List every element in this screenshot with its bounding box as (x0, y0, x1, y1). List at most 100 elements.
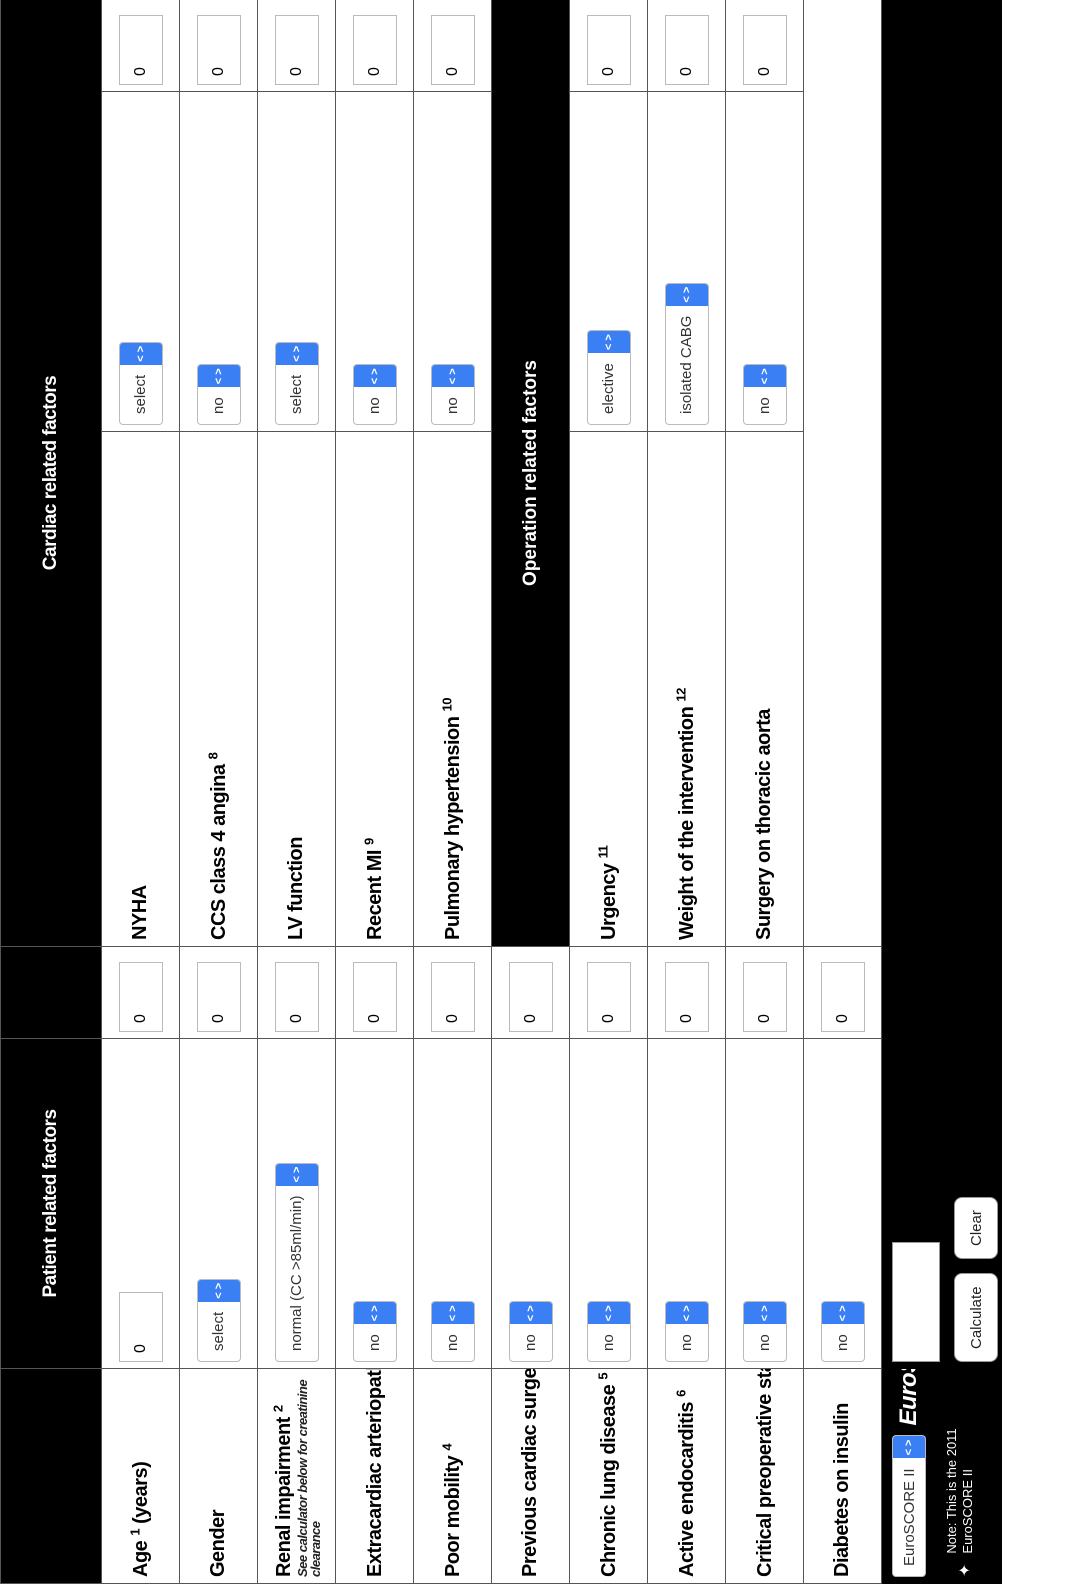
patient-score-cell: 0 (335, 946, 414, 1039)
cardiac-factor-select[interactable]: no < > (430, 364, 475, 425)
patient-control-cell: no < > (413, 1038, 492, 1369)
operation-control-cell: elective < > (569, 91, 648, 432)
select-arrows-icon: < > (197, 1279, 240, 1302)
footnote-ref: 8 (205, 752, 221, 760)
age-input[interactable]: 0 (118, 1292, 163, 1362)
select-value: no (756, 397, 773, 414)
operation-factor-label: Urgency 11 (595, 845, 621, 940)
cardiac-label-cell: Pulmonary hypertension 10 (413, 431, 492, 947)
patient-score-cell: 0 (803, 946, 882, 1039)
patient-factor-label: Renal impairment 2 See calculator below f… (270, 1375, 323, 1577)
operation-score-field[interactable]: 0 (742, 15, 787, 85)
patient-factor-select[interactable]: no < > (664, 1301, 709, 1362)
patient-factor-select[interactable]: no < > (586, 1301, 631, 1362)
operation-factor-label: Surgery on thoracic aorta (753, 709, 775, 940)
table-row: Chronic lung disease 5 no < > 0 Urgency 11 el… (569, 0, 648, 1584)
patient-label-cell: Extracardiac arteriopathy 3 (335, 1368, 414, 1584)
select-value: isolated CABG (678, 315, 695, 414)
cardiac-control-cell: no < > (413, 91, 492, 432)
patient-factor-select[interactable]: no < > (352, 1301, 397, 1362)
footer-actions-cell: 0 Calculate Clear (881, 946, 1002, 1369)
patient-score-field[interactable]: 0 (196, 962, 241, 1032)
cardiac-score-field[interactable]: 0 (352, 15, 397, 85)
operation-control-cell: no < > (725, 91, 804, 432)
operation-label-cell: Surgery on thoracic aorta (725, 431, 804, 947)
patient-score-field[interactable]: 0 (508, 962, 553, 1032)
operation-score-cell: 0 (725, 0, 804, 92)
cardiac-score-cell: 0 (179, 0, 258, 92)
patient-score-field[interactable]: 0 (664, 962, 709, 1032)
select-value: no (834, 1334, 851, 1351)
cardiac-score-field[interactable]: 0 (274, 15, 319, 85)
empty-cell (803, 0, 882, 947)
table-row: Previous cardiac surgery no < > 0 Operation … (491, 0, 570, 1584)
footnote-ref: 5 (595, 1372, 611, 1380)
version-select[interactable]: EuroSCORE II < > (892, 1435, 926, 1577)
select-value: no (600, 1334, 617, 1351)
operation-factor-select[interactable]: no < > (742, 364, 787, 425)
cardiac-factor-label: LV function (285, 837, 307, 940)
table-row: Extracardiac arteriopathy 3 no < > 0 Recent … (335, 0, 414, 1584)
patient-factor-select[interactable]: select < > (196, 1278, 241, 1362)
patient-score-field[interactable]: 0 (820, 962, 865, 1032)
cardiac-factor-select[interactable]: no < > (196, 364, 241, 425)
cardiac-score-field[interactable]: 0 (118, 15, 163, 85)
operation-score-cell: 0 (569, 0, 648, 92)
patient-score-cell: 0 (413, 946, 492, 1039)
select-arrows-icon: < > (587, 331, 630, 354)
footer-empty-cell (881, 0, 1002, 947)
table-row: Diabetes on insulin no < > 0 (803, 0, 882, 1584)
patient-label-cell: Renal impairment 2 See calculator below f… (257, 1368, 336, 1584)
operation-control-cell: isolated CABG < > (647, 91, 726, 432)
patient-factor-select[interactable]: normal (CC >85ml/min) < > (274, 1162, 319, 1362)
patient-factor-select[interactable]: no < > (508, 1301, 553, 1362)
patient-control-cell: normal (CC >85ml/min) < > (257, 1038, 336, 1369)
patient-score-cell: 0 (647, 946, 726, 1039)
footnote-ref: 11 (595, 845, 611, 859)
clear-button[interactable]: Clear (954, 1197, 998, 1259)
patient-control-cell: no < > (335, 1038, 414, 1369)
patient-factor-select[interactable]: no < > (820, 1301, 865, 1362)
cardiac-score-field[interactable]: 0 (430, 15, 475, 85)
patient-label-cell: Diabetes on insulin (803, 1368, 882, 1584)
cardiac-score-field[interactable]: 0 (196, 15, 241, 85)
cardiac-factor-label: Pulmonary hypertension 10 (439, 697, 465, 940)
risk-factor-table: Patient related factors Cardiac related … (0, 0, 1002, 1584)
patient-score-field[interactable]: 0 (274, 962, 319, 1032)
select-arrows-icon: < > (431, 1302, 474, 1325)
patient-factor-select[interactable]: no < > (742, 1301, 787, 1362)
table-row: Critical preoperative state 7 no < > 0 Surge… (725, 0, 804, 1584)
patient-label-cell: Chronic lung disease 5 (569, 1368, 648, 1584)
operation-score-field[interactable]: 0 (586, 15, 631, 85)
patient-factor-label: Age 1 (years) (127, 1461, 153, 1577)
patient-factor-label: Extracardiac arteriopathy 3 (364, 1368, 387, 1578)
cardiac-factor-select[interactable]: select < > (118, 341, 163, 425)
table-row: Active endocarditis 6 no < > 0 Weight of the… (647, 0, 726, 1584)
patient-factor-label: Critical preoperative state 7 (754, 1368, 777, 1578)
patient-score-field[interactable]: 0 (742, 962, 787, 1032)
cardiac-factor-select[interactable]: select < > (274, 341, 319, 425)
calculate-button[interactable]: Calculate (954, 1273, 998, 1362)
logo-area: EuroSCORE II< > EuroSCORE II (892, 1369, 926, 1577)
patient-score-field[interactable]: 0 (586, 962, 631, 1032)
patient-score-cell: 0 (491, 946, 570, 1039)
select-arrows-icon: < > (431, 365, 474, 388)
operation-score-field[interactable]: 0 (664, 15, 709, 85)
select-value: no (366, 1334, 383, 1351)
footer-brand-cell: EuroSCORE II< > EuroSCORE II ✦ Note: Thi… (881, 1368, 1002, 1584)
cardiac-factor-select[interactable]: no < > (352, 364, 397, 425)
cardiac-label-cell: LV function (257, 431, 336, 947)
footnote-ref: 6 (673, 1390, 689, 1397)
table-row: Gender select < > 0 CCS class 4 angina 8 no < … (179, 0, 258, 1584)
operation-factor-select[interactable]: elective < > (586, 330, 631, 425)
patient-score-field[interactable]: 0 (430, 962, 475, 1032)
euroscore-result[interactable]: 0 (892, 1242, 940, 1362)
patient-score-field[interactable]: 0 (118, 962, 163, 1032)
patient-factor-select[interactable]: no < > (430, 1301, 475, 1362)
operation-label-cell: Weight of the intervention 12 (647, 431, 726, 947)
select-arrows-icon: < > (893, 1436, 925, 1459)
patient-score-field[interactable]: 0 (352, 962, 397, 1032)
patient-control-cell: select < > (179, 1038, 258, 1369)
patient-score-cell: 0 (101, 946, 180, 1039)
operation-factor-select[interactable]: isolated CABG < > (664, 282, 709, 425)
